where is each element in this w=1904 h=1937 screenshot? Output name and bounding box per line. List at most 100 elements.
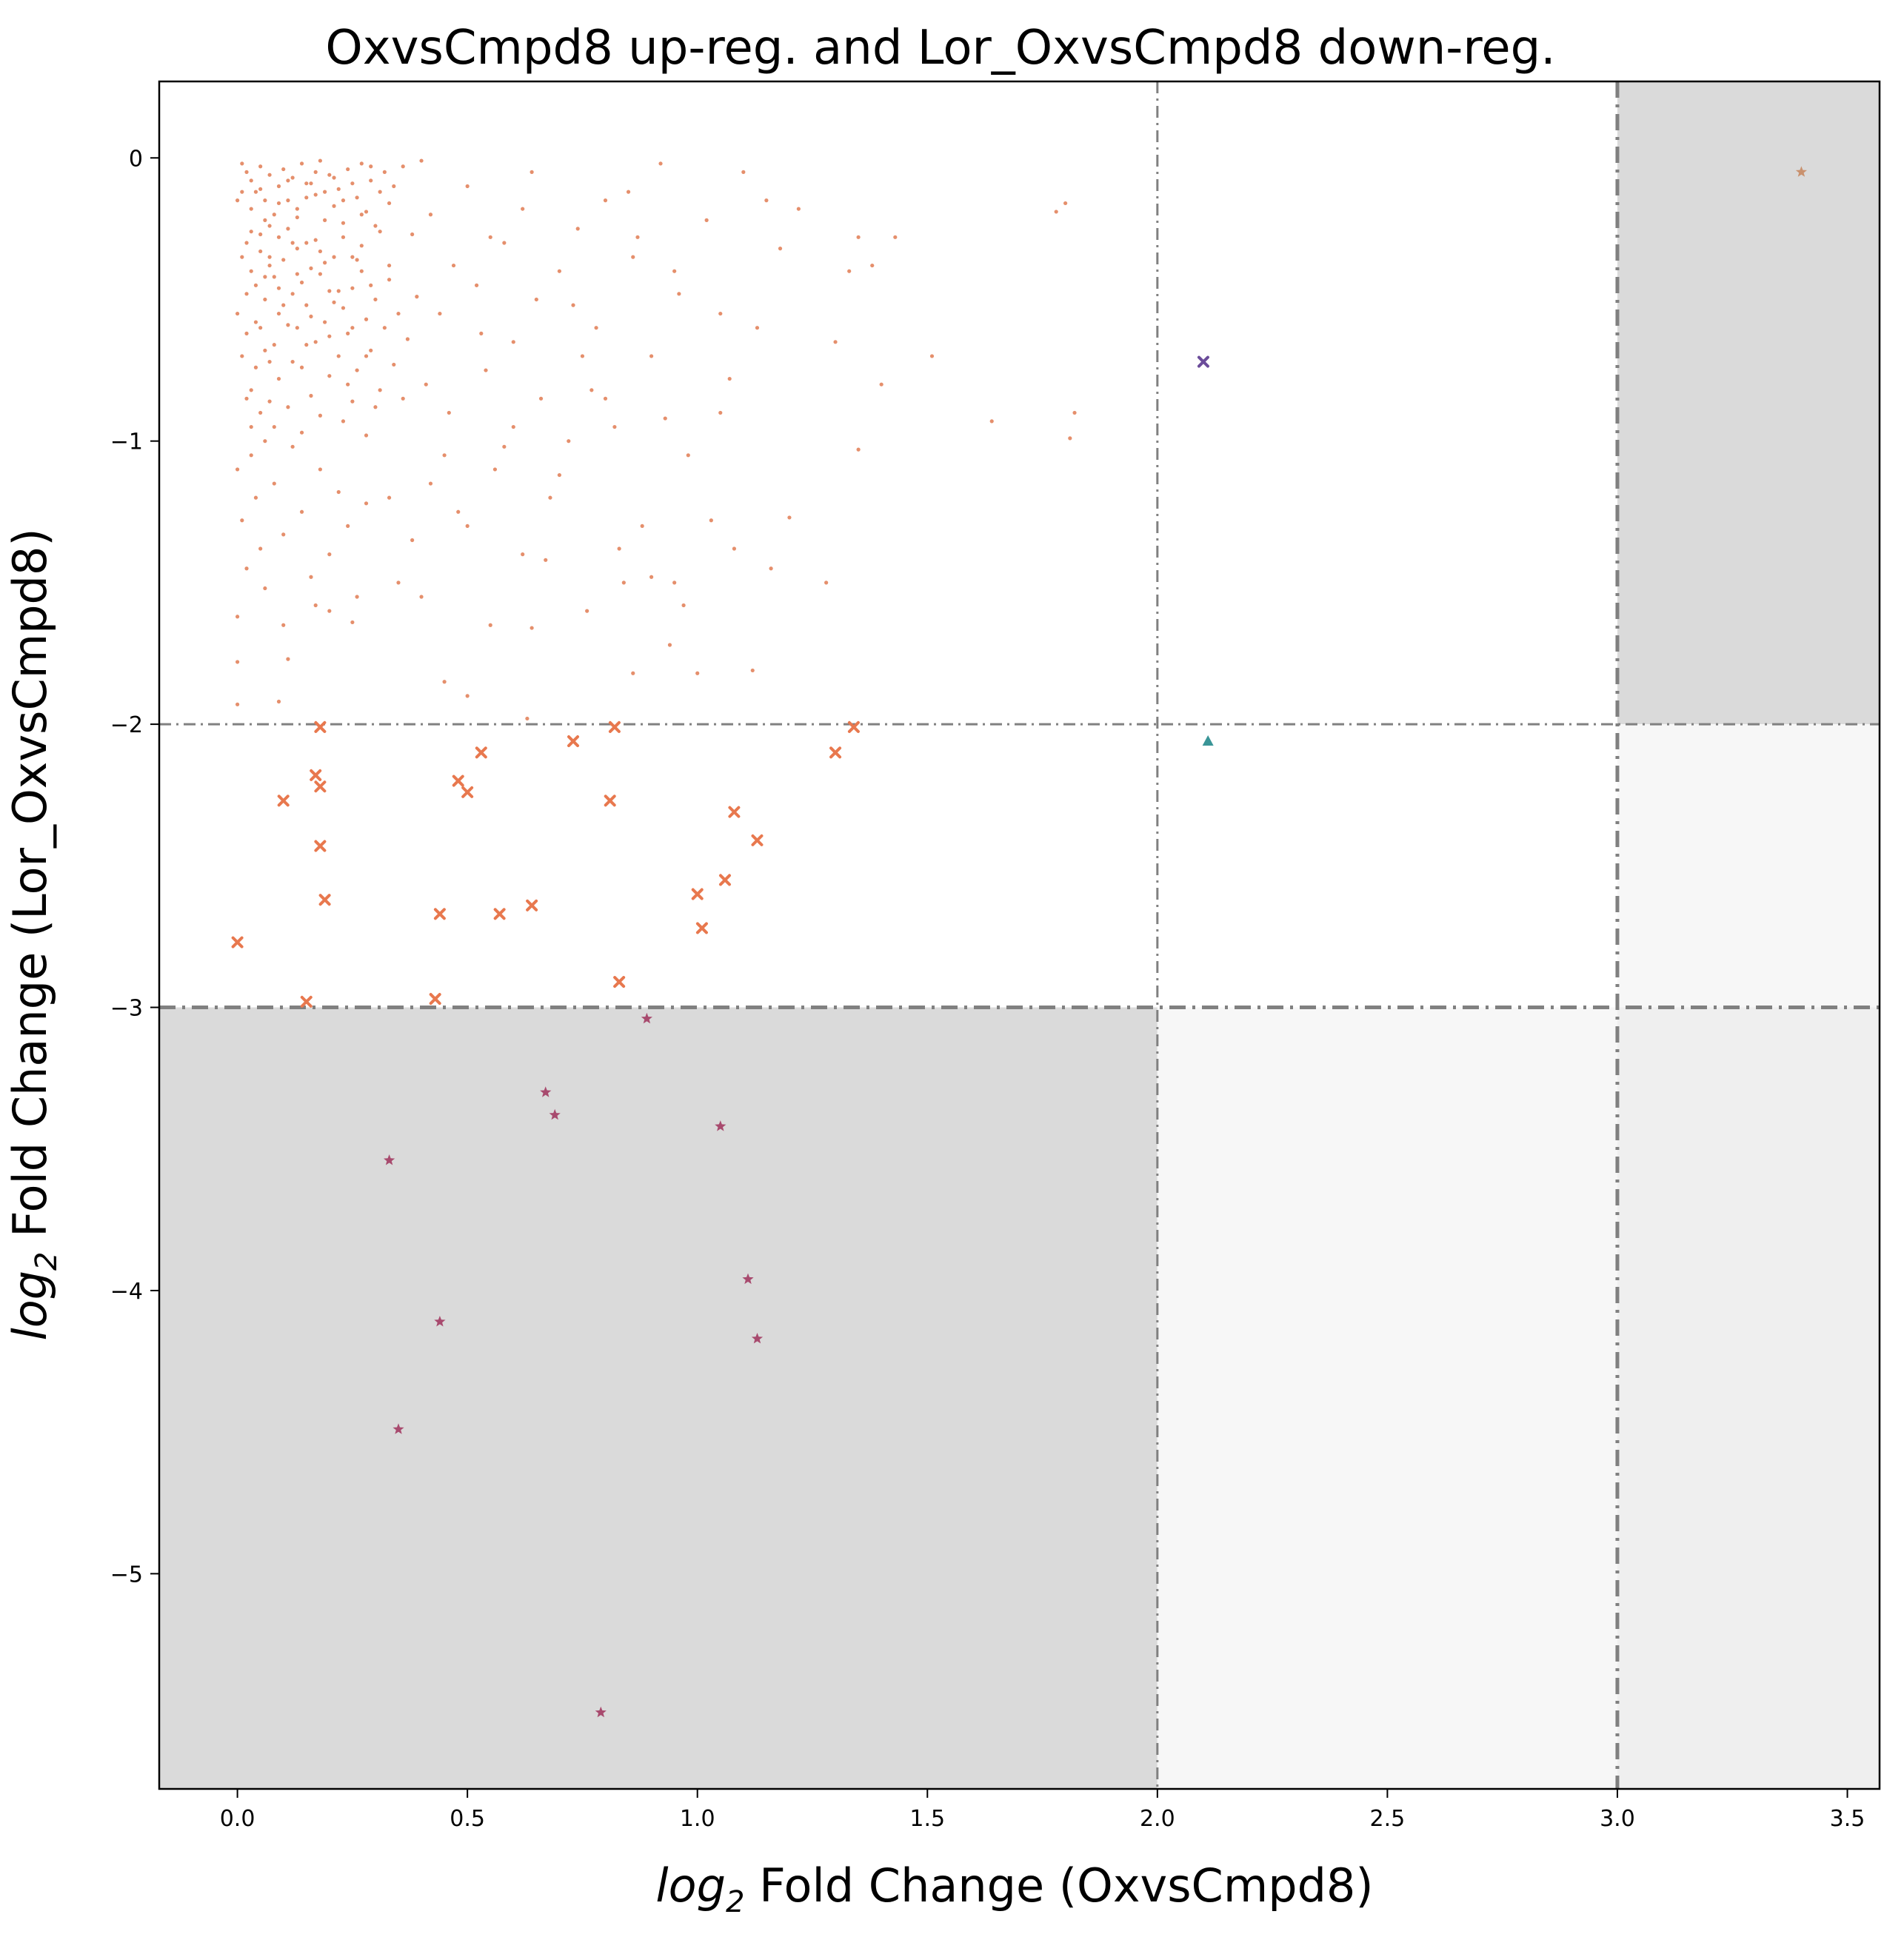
point-0-161 — [732, 546, 737, 551]
point-1-11 — [461, 786, 474, 798]
shaded-region-2 — [1157, 1007, 1617, 1789]
point-0-13 — [299, 161, 304, 166]
point-0-185 — [488, 623, 492, 627]
point-0-139 — [521, 552, 525, 557]
point-0-239 — [244, 292, 249, 296]
point-0-268 — [359, 213, 364, 217]
point-0-18 — [323, 218, 327, 222]
point-0-89 — [341, 419, 346, 424]
shaded-region-0 — [159, 1007, 1158, 1789]
point-1-6 — [314, 720, 327, 733]
point-0-174 — [893, 235, 898, 239]
point-1-20 — [695, 922, 708, 934]
point-0-150 — [621, 581, 626, 585]
point-0-23 — [346, 167, 350, 172]
point-4-0 — [1202, 735, 1214, 746]
point-0-70 — [405, 337, 410, 341]
point-0-211 — [479, 331, 484, 335]
point-1-18 — [613, 976, 626, 988]
point-0-47 — [295, 326, 299, 330]
point-0-112 — [235, 702, 240, 706]
point-0-157 — [686, 453, 690, 458]
point-0-141 — [538, 396, 544, 401]
point-0-124 — [258, 326, 263, 330]
point-1-2 — [300, 995, 313, 1008]
point-0-82 — [276, 376, 281, 381]
point-0-227 — [295, 272, 299, 276]
point-0-210 — [451, 263, 456, 268]
point-0-16 — [313, 193, 318, 197]
point-0-5 — [263, 198, 267, 203]
x-axis-ticks: 0.0 0.5 1.0 1.5 2.0 2.5 3.0 3.5 — [220, 1789, 1865, 1832]
point-0-109 — [364, 501, 369, 506]
series-4 — [1202, 735, 1214, 746]
point-0-119 — [263, 218, 267, 222]
point-0-43 — [272, 275, 276, 279]
point-0-110 — [235, 615, 240, 619]
point-0-40 — [258, 249, 263, 254]
point-0-8 — [276, 184, 281, 189]
point-0-233 — [350, 326, 355, 330]
point-0-38 — [249, 269, 253, 273]
shaded-regions — [159, 81, 1880, 1789]
point-0-267 — [350, 181, 355, 186]
point-0-77 — [253, 365, 258, 369]
point-0-135 — [484, 368, 488, 372]
point-0-173 — [879, 382, 883, 387]
y-axis-ticks: 0 −1 −2 −3 −4 −5 — [110, 146, 159, 1588]
shaded-region-3 — [1617, 724, 1880, 1008]
point-0-154 — [658, 161, 663, 166]
point-0-225 — [276, 286, 281, 290]
point-0-250 — [346, 382, 350, 387]
point-0-102 — [299, 509, 304, 514]
point-0-194 — [580, 354, 585, 358]
point-0-11 — [290, 175, 295, 180]
point-0-54 — [327, 289, 332, 293]
point-0-218 — [635, 235, 640, 239]
point-0-232 — [341, 221, 346, 225]
point-0-22 — [341, 235, 346, 239]
point-0-260 — [286, 178, 290, 183]
point-0-105 — [327, 552, 332, 557]
point-0-197 — [718, 311, 723, 316]
point-0-4 — [258, 164, 263, 169]
point-2-1 — [393, 1423, 404, 1434]
point-0-25 — [355, 195, 359, 200]
point-0-66 — [382, 326, 387, 330]
point-0-106 — [336, 489, 341, 495]
point-0-166 — [787, 515, 792, 520]
point-0-238 — [240, 255, 244, 259]
point-0-60 — [355, 368, 359, 372]
point-0-264 — [323, 190, 327, 194]
point-0-170 — [847, 269, 852, 273]
point-0-134 — [474, 283, 479, 287]
point-0-155 — [667, 643, 672, 647]
point-0-140 — [530, 170, 534, 174]
point-0-243 — [281, 303, 286, 307]
point-0-95 — [249, 453, 253, 458]
point-1-10 — [452, 775, 464, 787]
point-0-215 — [571, 303, 575, 307]
point-0-75 — [244, 331, 249, 335]
point-0-176 — [989, 419, 994, 424]
x-tick-label-5: 2.5 — [1370, 1806, 1406, 1832]
point-0-137 — [502, 241, 507, 245]
point-0-39 — [253, 283, 258, 287]
point-0-201 — [764, 198, 769, 203]
point-0-76 — [249, 388, 253, 392]
point-0-205 — [396, 581, 401, 585]
point-0-103 — [309, 575, 313, 579]
y-tick-label-2: −2 — [110, 712, 143, 738]
point-0-237 — [387, 263, 392, 268]
point-0-158 — [695, 671, 700, 675]
point-0-32 — [387, 201, 392, 206]
point-0-262 — [304, 195, 309, 200]
point-0-111 — [235, 660, 240, 664]
point-0-10 — [286, 227, 290, 231]
point-0-65 — [378, 388, 382, 392]
point-0-50 — [309, 266, 313, 270]
point-0-67 — [387, 278, 392, 282]
point-0-148 — [603, 198, 608, 203]
point-0-203 — [465, 523, 470, 529]
point-1-3 — [310, 769, 322, 781]
